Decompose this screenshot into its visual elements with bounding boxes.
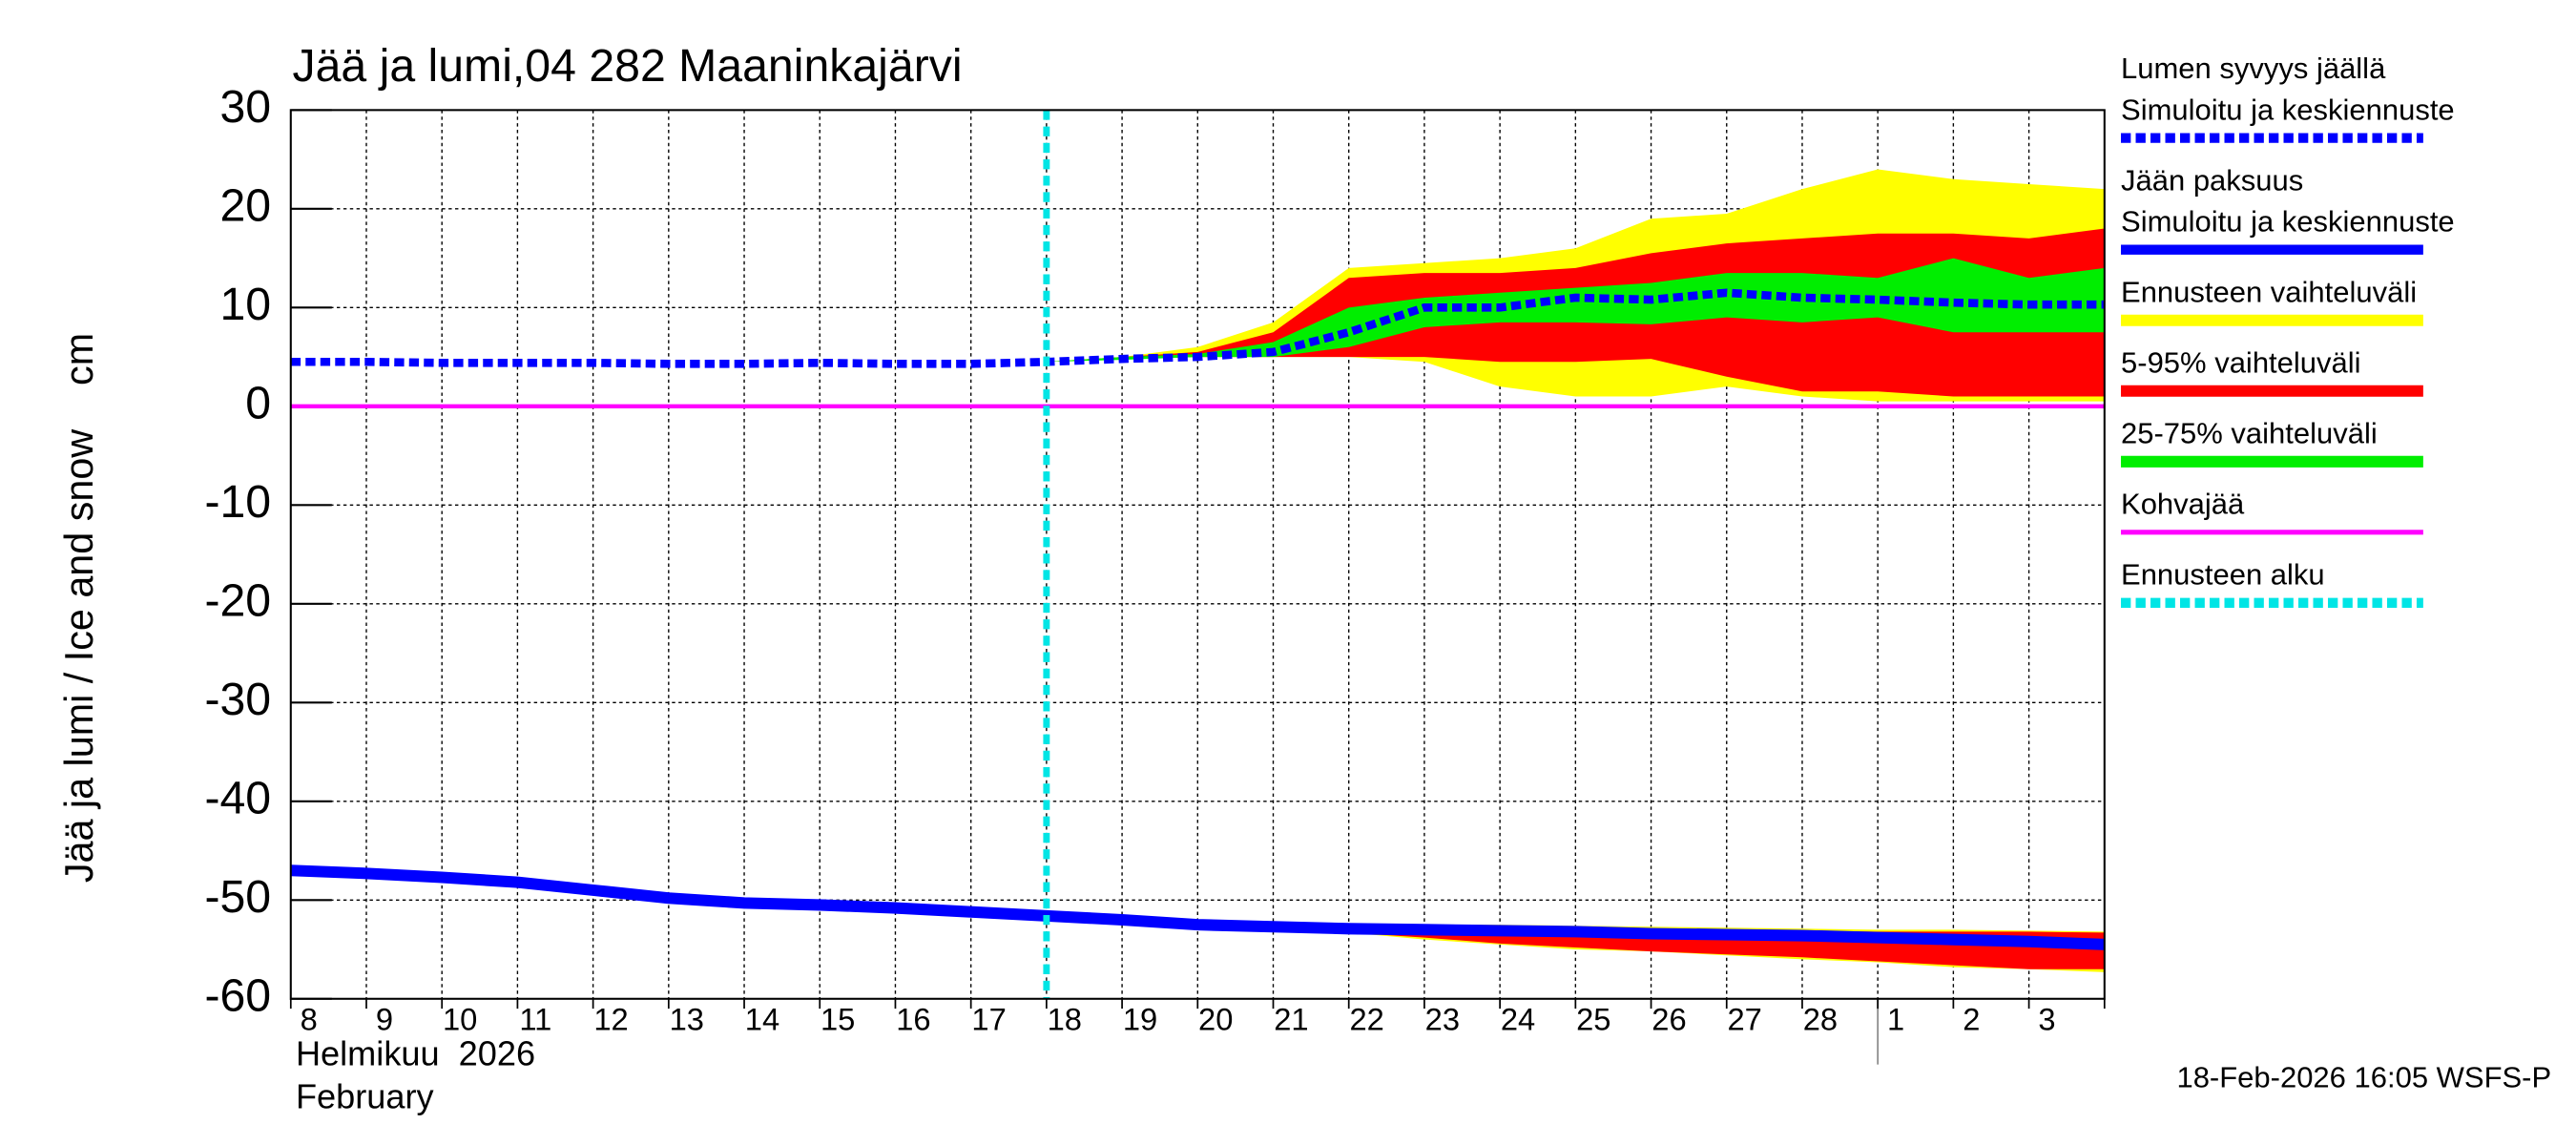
legend-label: Jään paksuus <box>2121 163 2303 197</box>
legend-label: Kohvajää <box>2121 487 2245 520</box>
y-tick-label: -60 <box>204 970 271 1022</box>
x-tick-label: 8 <box>301 1002 318 1037</box>
x-tick-label: 15 <box>821 1002 855 1037</box>
x-tick-label: 20 <box>1198 1002 1233 1037</box>
x-tick-label: 26 <box>1652 1002 1686 1037</box>
legend-label: 25-75% vaihteluväli <box>2121 416 2378 449</box>
timestamp: 18-Feb-2026 16:05 WSFS-P <box>2176 1060 2551 1093</box>
x-tick-label: 19 <box>1123 1002 1157 1037</box>
y-tick-label: 20 <box>219 180 271 232</box>
y-tick-label: -10 <box>204 476 271 528</box>
x-tick-label: 12 <box>593 1002 628 1037</box>
y-axis-label: Jää ja lumi / Ice and snow cm <box>57 333 101 883</box>
y-tick-label: -20 <box>204 575 271 627</box>
month-label: February <box>296 1076 434 1115</box>
x-tick-label: 22 <box>1349 1002 1383 1037</box>
x-tick-label: 3 <box>2038 1002 2055 1037</box>
x-tick-label: 23 <box>1425 1002 1460 1037</box>
legend-label: Ennusteen alku <box>2121 557 2325 591</box>
plot-frame <box>289 109 2106 1000</box>
x-tick-label: 25 <box>1576 1002 1610 1037</box>
x-tick-label: 11 <box>519 1002 551 1037</box>
legend-label: Lumen syvyys jäällä <box>2121 52 2386 85</box>
y-tick-label: -50 <box>204 871 271 923</box>
series-line <box>290 864 2106 950</box>
chart-title: Jää ja lumi,04 282 Maaninkajärvi <box>293 40 963 92</box>
x-tick-label: 14 <box>745 1002 779 1037</box>
x-tick-label: 21 <box>1274 1002 1308 1037</box>
x-tick-label: 1 <box>1887 1002 1904 1037</box>
series-line <box>290 288 2105 368</box>
x-tick-label: 24 <box>1501 1002 1535 1037</box>
range-band <box>1046 258 2105 363</box>
x-tick-label: 16 <box>896 1002 930 1037</box>
legend-label: Simuloitu ja keskiennuste <box>2121 204 2455 238</box>
x-tick-label: 13 <box>670 1002 704 1037</box>
y-tick-label: -40 <box>204 773 271 824</box>
x-tick-label: 9 <box>376 1002 393 1037</box>
legend-label: 5-95% vaihteluväli <box>2121 345 2360 379</box>
month-label: Helmikuu 2026 <box>296 1034 535 1073</box>
legend-label: Ennusteen vaihteluväli <box>2121 275 2417 308</box>
y-tick-label: 0 <box>245 378 271 429</box>
y-tick-label: 30 <box>219 81 271 133</box>
legend-label: Simuloitu ja keskiennuste <box>2121 93 2455 126</box>
x-tick-label: 10 <box>443 1002 477 1037</box>
x-tick-label: 27 <box>1728 1002 1762 1037</box>
x-tick-label: 17 <box>971 1002 1006 1037</box>
x-tick-label: 2 <box>1963 1002 1980 1037</box>
x-tick-label: 28 <box>1803 1002 1838 1037</box>
y-tick-label: 10 <box>219 279 271 330</box>
x-tick-label: 18 <box>1048 1002 1082 1037</box>
y-tick-label: -30 <box>204 674 271 725</box>
